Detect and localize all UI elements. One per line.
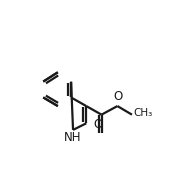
Text: NH: NH: [64, 131, 82, 144]
Text: CH₃: CH₃: [133, 108, 153, 118]
Text: O: O: [94, 118, 103, 131]
Text: O: O: [113, 90, 123, 103]
